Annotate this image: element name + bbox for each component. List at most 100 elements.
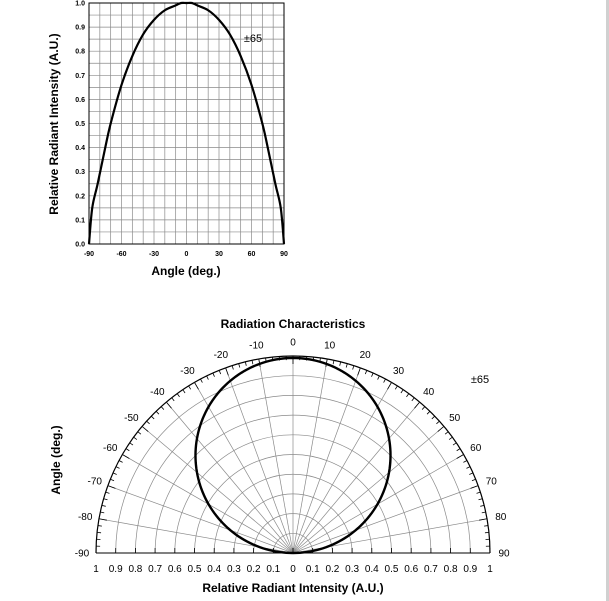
polar-arc-tick [244, 361, 247, 366]
y-tick-label: 0.7 [75, 73, 85, 80]
polar-angle-label: -40 [150, 387, 165, 398]
x-tick-label: 30 [215, 251, 223, 258]
x-tick-label: 90 [280, 251, 288, 258]
polar-spoke [194, 382, 294, 554]
polar-spoke [166, 401, 294, 554]
x-tick-label: -60 [116, 251, 126, 258]
polar-arc-tick [206, 375, 209, 380]
polar-arc-tick [155, 411, 160, 415]
polar-arc-tick [176, 393, 180, 398]
line-chart-series-curve [87, 1, 286, 245]
polar-arc-tick [146, 420, 150, 425]
y-tick-label: 0.0 [75, 242, 85, 249]
polar-arc-tick [151, 415, 155, 420]
polar-arc-tick [377, 375, 380, 380]
polar-chart-ylabel: Angle (deg.) [49, 425, 63, 494]
polar-spoke [292, 358, 328, 554]
x-tick-label: 60 [248, 251, 256, 258]
polar-spoke [292, 367, 361, 554]
polar-arc-tick [414, 401, 420, 409]
polar-angle-label: -70 [87, 476, 102, 487]
polar-arc-tick [332, 360, 335, 365]
polar-chart-angle-labels: -90 -80 -70 -60 -50 -40 -30 -20 -10 10 20 30 40 50 60 7… [75, 338, 510, 560]
polar-arc-tick [448, 436, 453, 440]
polar-arc-tick [383, 378, 386, 383]
line-chart-ylabel: Relative Radiant Intensity (A.U.) [47, 33, 61, 214]
polar-arc-tick [400, 389, 404, 394]
polar-arc-tick [463, 460, 468, 463]
polar-arc-tick [411, 397, 415, 402]
y-tick-label: 0.5 [75, 121, 85, 128]
polar-angle-label: 90 [498, 549, 510, 560]
polar-angle-label: 80 [495, 512, 507, 523]
polar-arc-tick [101, 504, 106, 507]
polar-angle-label: -60 [103, 443, 118, 454]
polar-arc-tick [251, 360, 254, 365]
x-tick-label: -90 [84, 251, 94, 258]
polar-arc-tick [110, 478, 115, 482]
polar-chart-grid [95, 355, 491, 554]
polar-radial-label: 0.6 [168, 564, 182, 575]
polar-arc-tick [352, 365, 355, 370]
polar-radial-label: 0.1 [306, 564, 320, 575]
polar-arc-tick [421, 406, 426, 410]
polar-arc-tick [218, 370, 222, 375]
polar-arc-tick [387, 382, 392, 390]
y-tick-label: 0.4 [75, 145, 85, 152]
polar-arc-tick [484, 525, 489, 527]
polar-arc-tick [364, 370, 368, 375]
polar-arc-tick [406, 393, 410, 398]
polar-angle-label: 50 [449, 413, 461, 424]
y-tick-label: 1.0 [75, 1, 85, 8]
polar-spoke [292, 426, 445, 554]
polar-arc-tick [470, 485, 479, 489]
polar-angle-label: -50 [124, 413, 139, 424]
y-tick-label: 0.9 [75, 25, 85, 32]
polar-arc-tick [456, 448, 461, 452]
line-chart-y-ticks: 0.0 0.1 0.2 0.3 0.4 0.5 0.6 0.7 0.8 0.9 1.0 [75, 1, 85, 249]
polar-arc-tick [118, 460, 123, 463]
polar-arc-tick [436, 420, 440, 425]
polar-arc-tick [480, 504, 485, 507]
polar-radial-label: 0.4 [207, 564, 221, 575]
polar-spoke [292, 485, 479, 554]
polar-angle-label: -90 [75, 549, 90, 560]
polar-angle-label: 10 [324, 341, 336, 352]
polar-radial-label: 0.3 [227, 564, 241, 575]
polar-angle-label: 70 [486, 476, 498, 487]
line-chart-annotation: ±65 [244, 33, 262, 45]
polar-arc-tick [98, 518, 107, 521]
polar-radial-label: 0 [290, 564, 296, 575]
polar-arc-tick [479, 518, 488, 521]
polar-angle-label: -10 [249, 341, 264, 352]
polar-arc-tick [125, 448, 130, 452]
polar-arc-tick [481, 511, 486, 514]
y-tick-label: 0.3 [75, 169, 85, 176]
polar-arc-tick [238, 363, 241, 368]
polar-radial-label: 0.7 [424, 564, 438, 575]
polar-arc-tick [456, 454, 464, 459]
polar-arc-tick [469, 472, 474, 475]
polar-arc-tick [115, 466, 120, 469]
polar-arc-tick [231, 365, 234, 370]
polar-angle-label: 40 [423, 387, 435, 398]
polar-chart-annotation: ±65 [471, 374, 489, 386]
polar-arc-tick [97, 525, 102, 527]
polar-arc-tick [371, 372, 374, 377]
polar-arc-tick [357, 367, 361, 376]
y-tick-label: 0.2 [75, 193, 85, 200]
polar-arc-tick [182, 389, 186, 394]
polar-radial-label: 0.8 [444, 564, 458, 575]
polar-spoke [107, 485, 294, 554]
polar-radial-label: 0.1 [266, 564, 280, 575]
line-chart-xlabel: Angle (deg.) [151, 264, 220, 278]
polar-arc-tick [212, 372, 215, 377]
polar-arc-tick [478, 498, 483, 501]
polar-chart-radial-labels: 1 0.9 0.8 0.7 0.6 0.5 0.4 0.3 0.2 0.1 0.1 0.2 0.3 0.4… [93, 564, 493, 575]
polar-arc-tick [200, 378, 203, 383]
polar-arc-tick [105, 491, 110, 494]
polar-angle-label: 20 [360, 350, 372, 361]
polar-arc-tick [133, 436, 138, 440]
polar-arc-tick [471, 478, 476, 482]
polar-radial-label: 0.6 [404, 564, 418, 575]
